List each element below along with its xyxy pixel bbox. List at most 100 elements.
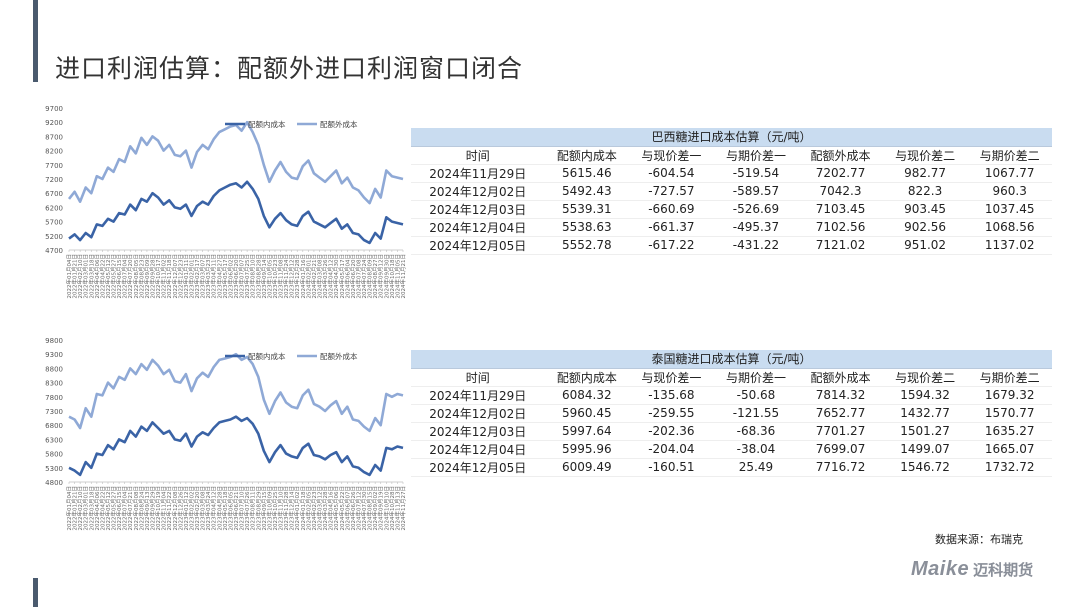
x-tick-label: 2022年07月21日	[126, 486, 134, 531]
y-tick-label: 9700	[45, 105, 63, 113]
y-tick-label: 9300	[45, 351, 63, 359]
x-tick-label: 2022年04月22日	[98, 254, 106, 299]
table-cell: -519.54	[713, 164, 799, 183]
x-tick-label: 2022年08月23日	[137, 254, 145, 299]
y-tick-label: 4700	[45, 247, 63, 255]
y-tick-label: 4800	[45, 479, 63, 487]
x-tick-label: 2024年03月12日	[316, 486, 324, 531]
table-cell: 5995.96	[544, 440, 630, 459]
x-tick-label: 2024年02月23日	[310, 486, 318, 531]
table-row: 2024年11月29日 6084.32 -135.68 -50.68 7814.32 15…	[411, 386, 1052, 405]
x-tick-label: 2024年11月05日	[393, 254, 401, 299]
logo-name: 迈科期货	[973, 561, 1034, 579]
x-tick-label: 2022年09月13日	[143, 486, 151, 531]
table-cell: -526.69	[713, 200, 799, 219]
y-tick-label: 5200	[45, 233, 63, 241]
x-tick-label: 2023年03月08日	[199, 486, 207, 531]
x-tick-label: 2022年10月19日	[154, 486, 162, 531]
y-tick-label: 9800	[45, 337, 63, 345]
x-tick-label: 2024年05月17日	[338, 254, 346, 299]
x-tick-label: 2023年02月01日	[187, 254, 195, 299]
x-tick-label: 2023年07月25日	[243, 254, 251, 299]
table-row: 2024年12月03日 5539.31 -660.69 -526.69 7103.45 9…	[411, 200, 1052, 219]
series-line-out-quota	[68, 352, 404, 433]
x-tick-label: 2022年07月04日	[121, 486, 129, 531]
x-tick-label: 2022年01月04日	[65, 486, 73, 531]
table-cell: 1594.32	[882, 386, 968, 405]
table-cell: -727.57	[629, 182, 714, 201]
table-cell: -431.22	[713, 236, 799, 255]
table-cell: 7716.72	[798, 458, 883, 477]
table-cell: -68.36	[713, 422, 799, 441]
table-cell: 5492.43	[544, 182, 630, 201]
x-tick-label: 2023年02月17日	[193, 254, 201, 299]
x-tick-label: 2024年04月30日	[332, 254, 340, 299]
x-tick-label: 2024年03月26日	[321, 254, 329, 299]
table-cell: 2024年12月02日	[411, 404, 545, 423]
x-tick-label: 2023年11月28日	[282, 486, 290, 531]
y-tick-label: 5700	[45, 219, 63, 227]
y-tick-label: 6300	[45, 436, 63, 444]
y-tick-label: 8700	[45, 133, 63, 141]
thailand-cost-table: 泰国糖进口成本估算（元/吨） 时间 配额内成本 与现价差一 与期价差一 配额外成本 与现价…	[411, 350, 1052, 477]
x-tick-label: 2022年09月09日	[143, 254, 151, 299]
table-cell: -50.68	[713, 386, 799, 405]
x-tick-label: 2023年01月11日	[182, 254, 190, 299]
table-cell: 903.45	[882, 200, 968, 219]
brazil-chart-svg: 4700 5200 5700 6200 6700 7200 7700 8200 8700 9200…	[45, 105, 407, 299]
x-tick-label: 2024年02月05日	[304, 486, 312, 531]
x-tick-label: 2023年10月23日	[271, 254, 279, 298]
table-cell: 1501.27	[882, 422, 968, 441]
x-tick-label: 2022年08月08日	[132, 486, 140, 531]
x-tick-label: 2024年11月13日	[393, 486, 401, 531]
x-tick-label: 2024年10月28日	[388, 486, 396, 531]
x-tick-label: 2022年05月12日	[104, 254, 112, 299]
x-tick-label: 2023年12月28日	[293, 254, 301, 299]
table-cell: -589.57	[713, 182, 799, 201]
table-cell: 1432.77	[882, 404, 968, 423]
x-tick-label: 2022年08月05日	[132, 254, 140, 299]
table-row: 2024年12月04日 5995.96 -204.04 -38.04 7699.07 14…	[411, 440, 1052, 459]
x-tick-label: 2023年12月12日	[288, 254, 296, 299]
table-cell: 7042.3	[798, 182, 883, 201]
x-tick-label: 2024年02月01日	[304, 254, 312, 299]
x-tick-label: 2023年08月11日	[249, 486, 257, 531]
brazil-cost-table-wrap: 巴西糖进口成本估算（元/吨） 时间 配额内成本 与现价差一 与期价差一 配额外成本 与现价…	[411, 128, 1052, 255]
table-cell: 1679.32	[967, 386, 1052, 405]
x-tick-label: 2022年04月06日	[93, 486, 101, 531]
series-line-out-quota	[67, 120, 404, 205]
table-cell: 2024年12月05日	[411, 236, 545, 255]
x-tick-label: 2023年01月12日	[182, 486, 190, 531]
x-tick-label: 2024年01月16日	[299, 254, 307, 299]
table-cell: 960.3	[967, 182, 1052, 201]
table-cell: 1665.07	[967, 440, 1052, 459]
x-tick-label: 2024年08月09日	[366, 254, 374, 299]
x-tick-label: 2024年06月26日	[349, 486, 357, 531]
x-tick-label: 2023年04月12日	[210, 486, 218, 531]
x-tick-label: 2022年03月01日	[82, 254, 90, 299]
x-tick-label: 2023年05月17日	[221, 254, 229, 299]
x-tick-label: 2023年10月05日	[265, 254, 273, 299]
x-tick-label: 2023年07月26日	[243, 486, 251, 531]
column-header: 与期价差一	[713, 368, 799, 387]
x-tick-label: 2024年06月07日	[343, 486, 351, 531]
legend-label: 配额内成本	[248, 119, 286, 129]
x-tick-label: 2024年01月18日	[299, 486, 307, 531]
thailand-cost-line-chart: 4800 5300 5800 6300 6800 7300 7800 8300 8800 9300…	[25, 332, 415, 560]
column-header: 与期价差二	[967, 146, 1052, 165]
thailand-chart-svg: 4800 5300 5800 6300 6800 7300 7800 8300 8800 9300…	[45, 337, 407, 531]
brand-logo: Maike 迈科期货	[911, 558, 1033, 581]
x-tick-label: 2023年12月14日	[288, 486, 296, 531]
table-caption: 巴西糖进口成本估算（元/吨）	[411, 128, 1052, 147]
column-header: 与期价差一	[713, 146, 799, 165]
table-cell: -121.55	[713, 404, 799, 423]
x-tick-label: 2023年11月08日	[277, 254, 285, 299]
x-tick-label: 2024年05月06日	[332, 486, 340, 531]
x-tick-label: 2024年06月04日	[343, 254, 351, 299]
table-cell: 1068.56	[967, 218, 1052, 237]
x-tick-label: 2022年02月10日	[76, 254, 84, 299]
y-tick-label: 8300	[45, 380, 63, 388]
column-header: 配额内成本	[544, 368, 630, 387]
table-cell: 2024年11月29日	[411, 386, 545, 405]
table-cell: 7121.02	[798, 236, 883, 255]
